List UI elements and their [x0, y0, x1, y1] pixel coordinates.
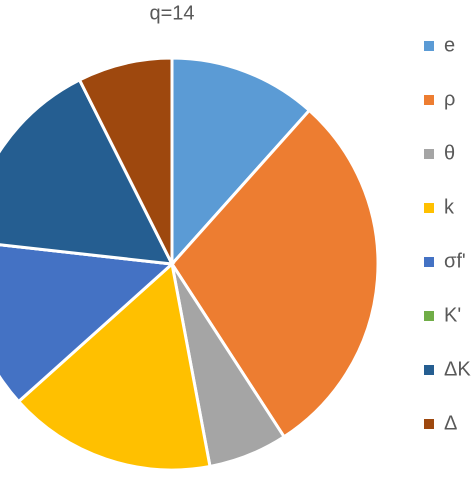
- legend-swatch: [424, 41, 434, 51]
- legend-label: k: [444, 196, 455, 218]
- pie-slice: [170, 108, 380, 439]
- legend-swatch: [424, 95, 434, 105]
- legend-label: θ: [444, 142, 455, 164]
- legend-swatch: [424, 365, 434, 375]
- legend-swatch: [424, 311, 434, 321]
- legend-swatch: [424, 203, 434, 213]
- chart-title: q=14: [149, 2, 194, 24]
- legend-label: σf': [444, 250, 466, 272]
- legend-swatch: [424, 149, 434, 159]
- pie-slice: [77, 56, 174, 265]
- legend-label: K': [444, 304, 461, 326]
- legend-swatch: [424, 419, 434, 429]
- legend-label: Δ: [444, 412, 457, 434]
- pie-slice: [170, 56, 312, 268]
- legend-swatch: [424, 257, 434, 267]
- pie-slice: [0, 243, 176, 404]
- legend-label: e: [444, 34, 455, 56]
- pie-slice: [0, 77, 175, 266]
- legend-label: ρ: [444, 88, 455, 110]
- pie-slice: [16, 261, 212, 472]
- legend-label: ΔK: [444, 358, 471, 380]
